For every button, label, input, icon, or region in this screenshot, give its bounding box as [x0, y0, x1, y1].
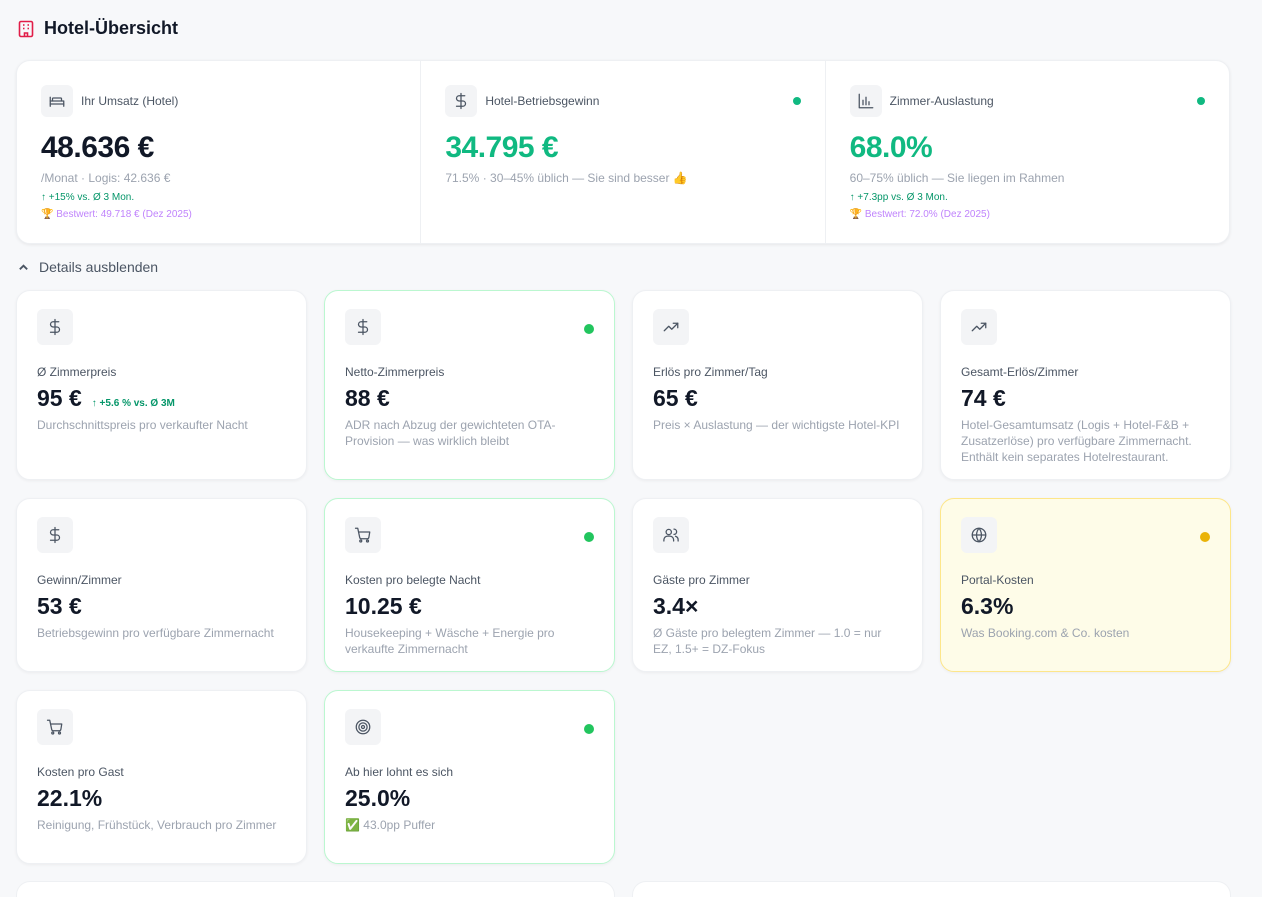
- metric-value: 95 €: [37, 385, 82, 411]
- page-header: Hotel-Übersicht: [18, 18, 178, 39]
- metric-label: Ø Zimmerpreis: [37, 365, 117, 379]
- metric-value: 25.0%: [345, 785, 411, 811]
- status-dot: [584, 532, 594, 542]
- metric-label: Ab hier lohnt es sich: [345, 765, 454, 779]
- kpi-best-value: 🏆 Bestwert: 72.0% (Dez 2025): [849, 209, 990, 220]
- metric-label: Gesamt-Erlös/Zimmer: [961, 365, 1079, 379]
- target-icon: [345, 709, 381, 745]
- metric-card-total-revenue-per-room: Gesamt-Erlös/Zimmer 74 € Hotel-Gesamtums…: [940, 290, 1231, 480]
- metric-value: 22.1%: [37, 785, 103, 811]
- status-dot: [1196, 97, 1205, 105]
- metric-value: 53 €: [37, 593, 82, 619]
- kpi-revenue: Ihr Umsatz (Hotel) 48.636 € /Monat · Log…: [17, 61, 422, 243]
- chevron-up-icon: [19, 263, 28, 270]
- trending-up-icon: [653, 309, 689, 345]
- kpi-subtext: 60–75% üblich — Sie liegen im Rahmen: [849, 171, 1065, 185]
- trending-up-icon: [961, 309, 997, 345]
- dollar-icon: [37, 517, 73, 553]
- metric-label: Portal-Kosten: [961, 573, 1034, 587]
- kpi-label: Ihr Umsatz (Hotel): [81, 94, 179, 108]
- status-dot: [584, 724, 594, 734]
- users-icon: [653, 517, 689, 553]
- globe-icon: [961, 517, 997, 553]
- metric-description: ✅ 43.0pp Puffer: [345, 818, 436, 832]
- metric-value: 65 €: [653, 385, 698, 411]
- metric-label: Kosten pro Gast: [37, 765, 124, 779]
- kpi-occupancy: Zimmer-Auslastung 68.0% 60–75% üblich — …: [826, 61, 1229, 243]
- details-toggle-button[interactable]: Details ausblenden: [18, 259, 158, 275]
- kpi-label: Zimmer-Auslastung: [889, 94, 994, 108]
- summary-card: Ihr Umsatz (Hotel) 48.636 € /Monat · Log…: [16, 60, 1230, 244]
- metric-card-guests-per-room: Gäste pro Zimmer 3.4× Ø Gäste pro belegt…: [632, 498, 923, 672]
- metric-description: ADR nach Abzug der gewichteten OTA-Provi…: [345, 418, 556, 448]
- metric-description: Hotel-Gesamtumsatz (Logis + Hotel-F&B + …: [961, 418, 1192, 464]
- bed-icon: [41, 85, 73, 117]
- status-dot: [584, 324, 594, 334]
- metric-value: 6.3%: [961, 593, 1014, 619]
- metric-description: Betriebsgewinn pro verfügbare Zimmernach…: [37, 626, 274, 640]
- metric-card-break-even: Ab hier lohnt es sich 25.0% ✅ 43.0pp Puf…: [324, 690, 615, 864]
- metric-label: Kosten pro belegte Nacht: [345, 573, 481, 587]
- status-dot: [792, 97, 801, 105]
- metric-card-net-room-rate: Netto-Zimmerpreis 88 € ADR nach Abzug de…: [324, 290, 615, 480]
- metric-trend: ↑ +5.6 % vs. Ø 3M: [91, 398, 175, 409]
- metric-card-avg-room-rate: Ø Zimmerpreis 95 € ↑ +5.6 % vs. Ø 3M Dur…: [16, 290, 307, 480]
- kpi-trend: ↑ +7.3pp vs. Ø 3 Mon.: [849, 192, 948, 203]
- metric-value: 3.4×: [653, 593, 699, 619]
- kpi-value: 68.0%: [849, 131, 933, 164]
- metric-card-cost-per-guest: Kosten pro Gast 22.1% Reinigung, Frühstü…: [16, 690, 307, 864]
- metric-description: Ø Gäste pro belegtem Zimmer — 1.0 = nur …: [653, 626, 882, 656]
- metric-description: Housekeeping + Wäsche + Energie pro verk…: [345, 626, 555, 656]
- kpi-operating-profit: Hotel-Betriebsgewinn 34.795 € 71.5% · 30…: [421, 61, 826, 243]
- kpi-value: 48.636 €: [41, 131, 154, 164]
- page-title: Hotel-Übersicht: [44, 18, 179, 38]
- dollar-icon: [37, 309, 73, 345]
- metric-description: Durchschnittspreis pro verkaufter Nacht: [37, 418, 248, 432]
- section-card-partial: [16, 881, 615, 897]
- metric-description: Reinigung, Frühstück, Verbrauch pro Zimm…: [37, 818, 277, 832]
- cart-icon: [37, 709, 73, 745]
- kpi-value: 34.795 €: [445, 131, 559, 164]
- metric-label: Gewinn/Zimmer: [37, 573, 122, 587]
- metric-label: Netto-Zimmerpreis: [345, 365, 445, 379]
- metric-value: 88 €: [345, 385, 390, 411]
- metric-value: 74 €: [961, 385, 1006, 411]
- bar-chart-icon: [849, 85, 882, 117]
- details-toggle-label: Details ausblenden: [39, 259, 159, 275]
- metric-label: Gäste pro Zimmer: [653, 573, 750, 587]
- kpi-trend: ↑ +15% vs. Ø 3 Mon.: [41, 192, 135, 203]
- kpi-best-value: 🏆 Bestwert: 49.718 € (Dez 2025): [41, 209, 192, 220]
- metric-description: Preis × Auslastung — der wichtigste Hote…: [653, 418, 900, 432]
- metric-card-profit-per-room: Gewinn/Zimmer 53 € Betriebsgewinn pro ve…: [16, 498, 307, 672]
- dollar-icon: [445, 85, 478, 117]
- status-dot: [1200, 532, 1210, 542]
- section-card-partial: [632, 881, 1231, 897]
- metric-card-revpar: Erlös pro Zimmer/Tag 65 € Preis × Auslas…: [632, 290, 923, 480]
- kpi-subtext: /Monat · Logis: 42.636 €: [41, 171, 171, 185]
- metric-card-portal-costs: Portal-Kosten 6.3% Was Booking.com & Co.…: [940, 498, 1231, 672]
- metric-value: 10.25 €: [345, 593, 422, 619]
- dollar-icon: [345, 309, 381, 345]
- metric-description: Was Booking.com & Co. kosten: [961, 626, 1130, 640]
- metric-card-cost-per-occupied-night: Kosten pro belegte Nacht 10.25 € Houseke…: [324, 498, 615, 672]
- kpi-label: Hotel-Betriebsgewinn: [485, 94, 600, 108]
- hotel-icon: [18, 20, 34, 37]
- metric-label: Erlös pro Zimmer/Tag: [653, 365, 768, 379]
- cart-icon: [345, 517, 381, 553]
- kpi-subtext: 71.5% · 30–45% üblich — Sie sind besser …: [445, 171, 688, 185]
